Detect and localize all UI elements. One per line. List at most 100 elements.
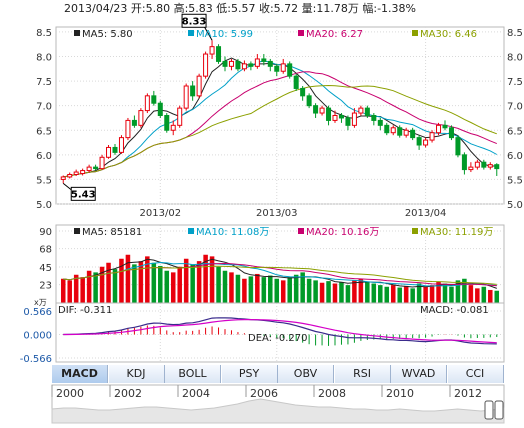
candle-body [313, 105, 319, 114]
volume-bar [177, 266, 182, 304]
candle-body [73, 171, 79, 176]
ma-legend-label: MA30: 6.46 [420, 29, 477, 40]
macd-dif-label: DIF: -0.311 [58, 305, 112, 316]
year-label: 2012 [454, 387, 482, 400]
vol-legend-swatch [188, 228, 194, 234]
price-tick-left: 8.5 [36, 28, 52, 39]
volume-bar [332, 283, 338, 304]
candle-body [261, 58, 267, 62]
candle-body [403, 129, 409, 136]
tab-kdj[interactable]: KDJ [108, 365, 165, 383]
volume-bar [60, 278, 66, 304]
price-tick-left: 7.5 [36, 77, 52, 88]
ma-legend-swatch [74, 30, 80, 36]
volume-bar [255, 273, 260, 304]
volume-bar [261, 277, 267, 304]
timeline-handle-right[interactable] [494, 400, 504, 420]
candle-body [216, 46, 222, 62]
ma-legend-label: MA10: 5.99 [196, 29, 253, 40]
tab-macd[interactable]: MACD [52, 365, 108, 383]
macd-tick: -0.566 [20, 354, 52, 365]
price-tick-left: 5.5 [36, 175, 52, 186]
volume-bar [216, 266, 221, 304]
candle-body [358, 107, 364, 114]
volume-bar [319, 282, 325, 304]
date-tick: 2013/02 [140, 208, 182, 219]
volume-bar [274, 278, 280, 304]
ma30-line [63, 84, 497, 178]
candle-body [222, 60, 228, 67]
candle-body [228, 60, 234, 67]
candle-body [377, 119, 383, 126]
candle-body [474, 161, 480, 168]
candle-body [410, 129, 416, 139]
ma5-line [63, 57, 497, 178]
tab-boll[interactable]: BOLL [165, 365, 221, 383]
high-pointer [203, 26, 213, 41]
volume-ma10-line [63, 261, 497, 287]
volume-bar [345, 285, 351, 304]
volume-bar [293, 274, 299, 304]
volume-bar [190, 264, 195, 304]
low-label-box [70, 186, 96, 201]
low-label: 5.43 [71, 189, 96, 200]
macd-dea-line [63, 319, 497, 344]
candle-body [86, 166, 92, 172]
tab-wvad[interactable]: WVAD [391, 365, 447, 383]
volume-bar [403, 285, 409, 304]
volume-bar [378, 285, 383, 304]
tab-obv[interactable]: OBV [278, 365, 334, 383]
candle-body [397, 127, 403, 136]
price-panel-frame [55, 26, 505, 205]
candle-body [254, 58, 260, 67]
volume-bar [112, 269, 118, 304]
volume-tick: 68 [39, 245, 52, 256]
volume-bar [106, 262, 111, 304]
volume-bar [326, 281, 331, 304]
vol-legend-label: MA10: 11.08万 [196, 227, 269, 238]
candle-body [338, 115, 344, 119]
ma-legend-swatch [412, 30, 418, 36]
volume-bar [468, 285, 474, 304]
price-tick-right: 8.5 [507, 28, 523, 39]
tab-cci[interactable]: CCI [447, 365, 504, 383]
candle-body [448, 127, 454, 139]
volume-bar [93, 272, 98, 304]
candle-body [461, 154, 467, 171]
candle-body [112, 146, 118, 153]
year-label: 2002 [114, 387, 142, 400]
candle-body [293, 75, 299, 89]
macd-dif-line [63, 317, 497, 345]
volume-bar [132, 264, 137, 304]
candle-body [267, 60, 273, 67]
volume-bar [429, 285, 435, 304]
timeline-history-area [51, 398, 505, 424]
candle-body [80, 170, 86, 175]
candle-body [93, 166, 99, 170]
macd-dea-label: DEA: -0.270 [248, 333, 307, 344]
volume-bar [475, 288, 480, 304]
year-label: 2004 [182, 387, 210, 400]
candle-body [125, 119, 131, 139]
volume-bar [481, 286, 487, 304]
volume-bar [80, 277, 85, 304]
candle-body [170, 124, 176, 131]
candle-body [468, 166, 474, 171]
price-tick-left: 6.0 [36, 151, 52, 162]
year-label: 2008 [318, 387, 346, 400]
macd-tick: 0.000 [23, 331, 52, 342]
candle-body [60, 176, 66, 180]
candle-body [384, 124, 390, 134]
volume-bar [164, 270, 170, 304]
timeline-handle-left[interactable] [484, 400, 494, 420]
volume-bar [390, 285, 396, 304]
date-tick: 2013/03 [256, 208, 298, 219]
candle-body [442, 124, 448, 129]
candle-body [138, 110, 144, 126]
volume-bar [248, 276, 254, 304]
tab-rsi[interactable]: RSI [334, 365, 391, 383]
volume-ma30-line [63, 265, 497, 285]
tab-psy[interactable]: PSY [221, 365, 278, 383]
volume-bar [449, 286, 454, 304]
volume-bar [397, 287, 402, 304]
